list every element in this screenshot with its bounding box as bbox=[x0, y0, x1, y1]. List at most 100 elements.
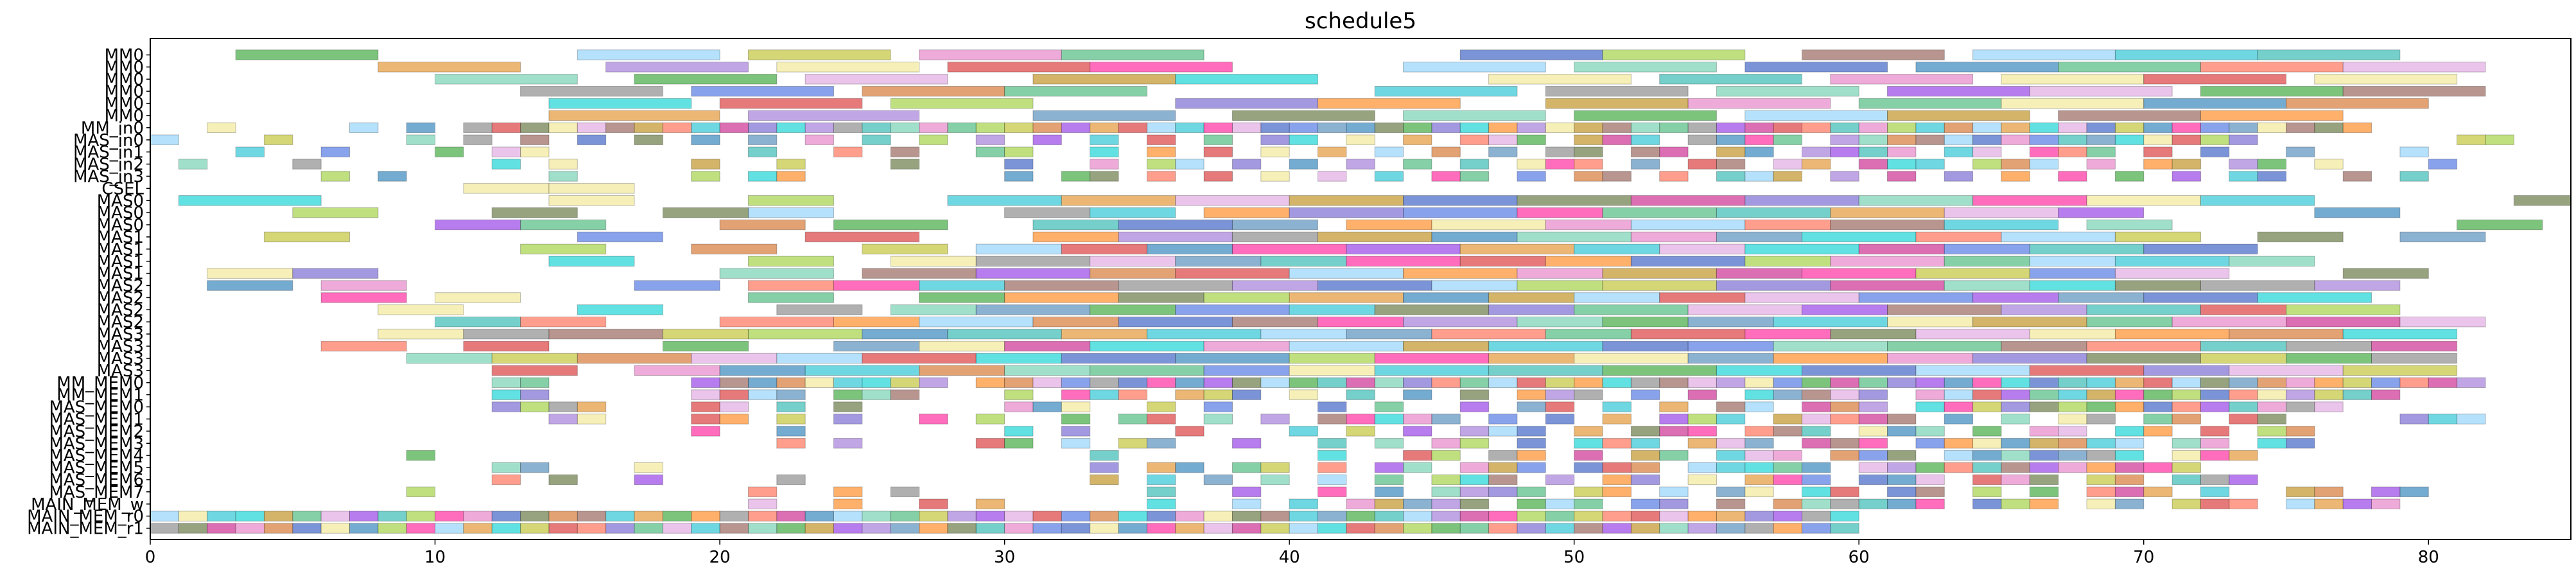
task-bar bbox=[2342, 122, 2372, 134]
task-bar bbox=[1574, 134, 1603, 145]
task-bar bbox=[2200, 401, 2230, 412]
task-bar bbox=[1630, 328, 1746, 340]
task-bar bbox=[1887, 426, 1917, 437]
task-bar bbox=[1403, 414, 1432, 425]
task-bar bbox=[1545, 511, 1575, 521]
task-bar bbox=[1972, 474, 2002, 486]
task-bar bbox=[1574, 498, 1603, 509]
task-bar bbox=[1488, 74, 1632, 85]
task-bar bbox=[1488, 486, 1518, 498]
task-bar bbox=[2086, 486, 2116, 498]
task-bar bbox=[662, 511, 692, 521]
task-bar bbox=[2029, 377, 2059, 388]
task-bar bbox=[691, 523, 720, 534]
task-bar bbox=[1802, 414, 1831, 425]
task-bar bbox=[1431, 280, 1518, 291]
task-bar bbox=[805, 365, 919, 376]
task-bar bbox=[2342, 171, 2372, 182]
task-bar bbox=[691, 511, 720, 521]
task-bar bbox=[1602, 171, 1632, 182]
task-bar bbox=[919, 280, 1005, 291]
task-bar bbox=[2314, 486, 2344, 498]
task-bar bbox=[1346, 511, 1375, 521]
task-bar bbox=[2058, 389, 2087, 400]
task-bar bbox=[1972, 317, 2087, 328]
task-bar bbox=[263, 231, 350, 243]
task-bar bbox=[1887, 146, 1917, 157]
task-bar bbox=[747, 377, 778, 388]
row-label: MAS_in3 bbox=[73, 167, 144, 186]
task-bar bbox=[833, 389, 863, 400]
task-bar bbox=[320, 280, 407, 291]
task-bar bbox=[1090, 389, 1119, 400]
task-bar bbox=[1289, 207, 1404, 218]
task-bar bbox=[862, 523, 891, 534]
task-bar bbox=[1231, 498, 1262, 509]
task-bar bbox=[1887, 498, 1917, 509]
task-bar bbox=[1374, 171, 1404, 182]
task-bar bbox=[2001, 74, 2145, 85]
task-bar bbox=[1346, 159, 1375, 170]
task-bar bbox=[1716, 207, 1831, 218]
task-bar bbox=[1203, 523, 1233, 534]
task-bar bbox=[1318, 401, 1347, 412]
task-bar bbox=[1659, 401, 1689, 412]
task-bar bbox=[1203, 207, 1290, 218]
task-bar bbox=[747, 134, 778, 145]
task-bar bbox=[1488, 146, 1518, 157]
task-bar bbox=[1915, 389, 1945, 400]
task-bar bbox=[662, 122, 692, 134]
task-bar bbox=[975, 414, 1005, 425]
task-bar bbox=[2342, 377, 2372, 388]
task-bar bbox=[975, 377, 1005, 388]
task-bar bbox=[2200, 146, 2230, 157]
task-bar bbox=[1972, 195, 2087, 206]
task-bar bbox=[577, 414, 607, 425]
task-bar bbox=[1802, 304, 1888, 315]
task-bar bbox=[1004, 122, 1034, 134]
task-bar bbox=[1090, 365, 1205, 376]
task-bar bbox=[1231, 231, 1319, 243]
task-bar bbox=[2229, 498, 2258, 509]
task-bar bbox=[1716, 414, 1746, 425]
task-bar bbox=[1630, 474, 1660, 486]
task-bar bbox=[2229, 159, 2258, 170]
task-bar bbox=[2200, 340, 2286, 352]
task-bar bbox=[1061, 171, 1091, 182]
task-bar bbox=[1773, 317, 1888, 328]
task-bar bbox=[520, 401, 550, 412]
task-bar bbox=[2257, 377, 2287, 388]
task-bar bbox=[1830, 280, 1945, 291]
task-bar bbox=[1431, 122, 1461, 134]
task-bar bbox=[1118, 511, 1147, 521]
task-bar bbox=[1318, 486, 1347, 498]
task-bar bbox=[719, 377, 749, 388]
task-bar bbox=[919, 122, 948, 134]
task-bar bbox=[1260, 523, 1290, 534]
task-bar bbox=[833, 498, 863, 509]
task-bar bbox=[1374, 462, 1404, 473]
task-bar bbox=[263, 134, 293, 145]
row-label: MM_MEM0 bbox=[57, 374, 144, 393]
task-bar bbox=[719, 219, 806, 231]
row-label: MAS2 bbox=[97, 301, 144, 320]
task-bar bbox=[2200, 377, 2230, 388]
task-bar bbox=[2229, 474, 2258, 486]
task-bar bbox=[1374, 353, 1490, 364]
task-bar bbox=[1090, 523, 1119, 534]
task-bar bbox=[1830, 450, 1859, 461]
task-bar bbox=[2342, 85, 2486, 97]
task-bar bbox=[1032, 523, 1062, 534]
task-bar bbox=[2200, 498, 2230, 509]
task-bar bbox=[1118, 438, 1147, 449]
task-bar bbox=[1716, 523, 1746, 534]
task-bar bbox=[2229, 414, 2258, 425]
task-bar bbox=[2114, 474, 2145, 486]
task-bar bbox=[833, 523, 863, 534]
task-bar bbox=[2086, 134, 2116, 145]
task-bar bbox=[520, 523, 550, 534]
task-bar bbox=[1574, 426, 1603, 437]
task-bar bbox=[2114, 268, 2230, 279]
task-bar bbox=[406, 523, 436, 534]
row-label: MAS1 bbox=[97, 240, 144, 259]
